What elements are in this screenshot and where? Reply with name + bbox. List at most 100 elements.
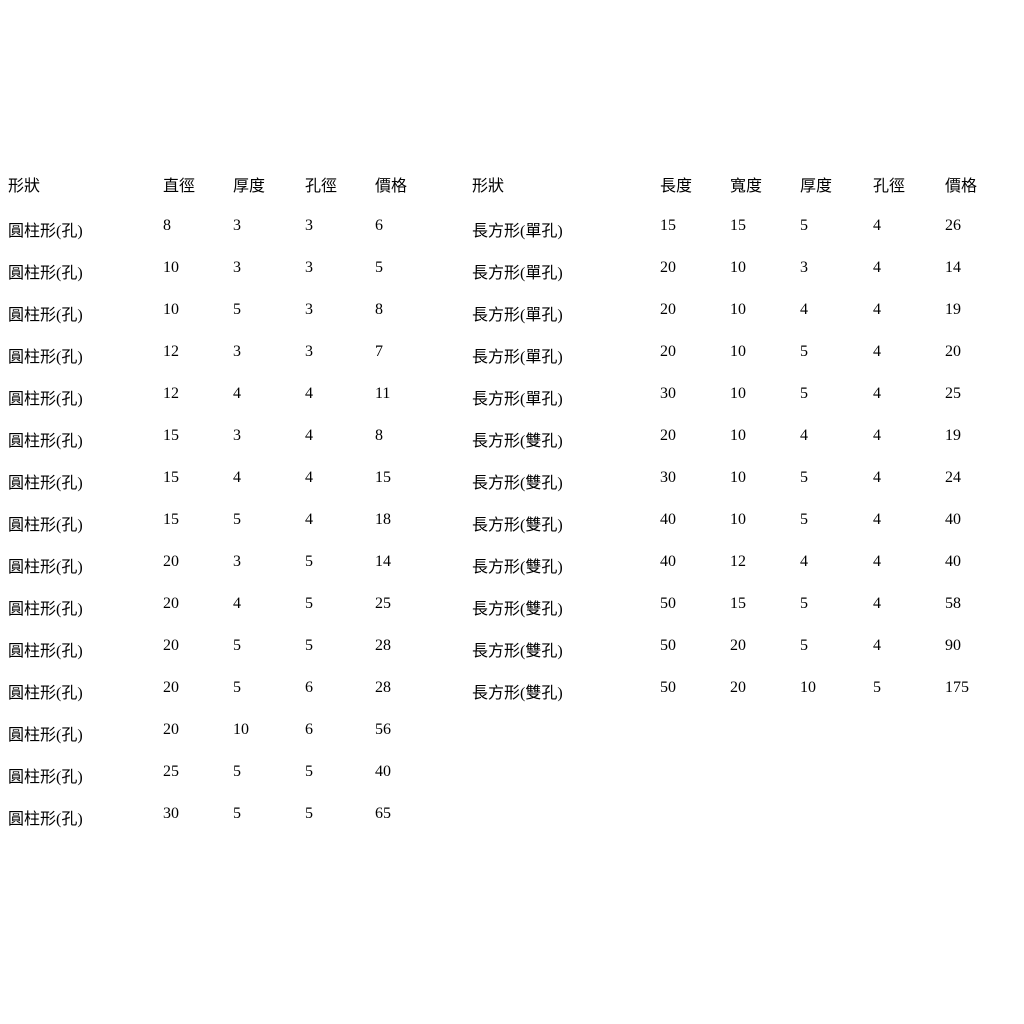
empty-cell[interactable] (730, 763, 800, 805)
data-cell[interactable]: 長方形(單孔) (472, 307, 563, 324)
header-cell[interactable]: 寬度 (730, 178, 763, 195)
data-cell[interactable]: 10 (730, 385, 746, 402)
data-cell[interactable]: 4 (873, 343, 881, 360)
data-cell[interactable]: 3 (233, 259, 241, 276)
data-cell[interactable]: 長方形(雙孔) (472, 601, 563, 618)
data-cell[interactable]: 4 (873, 553, 881, 570)
data-cell[interactable]: 長方形(單孔) (472, 391, 563, 408)
data-cell[interactable]: 30 (660, 469, 676, 486)
data-cell[interactable]: 12 (730, 553, 746, 570)
data-cell[interactable]: 長方形(雙孔) (472, 559, 563, 576)
header-cell[interactable]: 厚度 (233, 178, 266, 195)
data-cell[interactable]: 5 (800, 469, 808, 486)
data-cell[interactable]: 圓柱形(孔) (8, 349, 83, 366)
data-cell[interactable]: 5 (873, 679, 881, 696)
data-cell[interactable]: 15 (730, 595, 746, 612)
data-cell[interactable]: 長方形(單孔) (472, 265, 563, 282)
data-cell[interactable]: 5 (305, 637, 313, 654)
data-cell[interactable]: 圓柱形(孔) (8, 769, 83, 786)
data-cell[interactable]: 15 (375, 469, 391, 486)
data-cell[interactable]: 圓柱形(孔) (8, 475, 83, 492)
data-cell[interactable]: 65 (375, 805, 391, 822)
data-cell[interactable]: 20 (730, 637, 746, 654)
empty-cell[interactable] (452, 385, 472, 427)
empty-cell[interactable] (452, 511, 472, 553)
data-cell[interactable]: 4 (800, 427, 808, 444)
data-cell[interactable]: 4 (873, 217, 881, 234)
data-cell[interactable]: 28 (375, 637, 391, 654)
data-cell[interactable]: 4 (873, 385, 881, 402)
data-cell[interactable]: 10 (730, 469, 746, 486)
data-cell[interactable]: 圓柱形(孔) (8, 643, 83, 660)
data-cell[interactable]: 3 (305, 217, 313, 234)
data-cell[interactable]: 5 (800, 595, 808, 612)
empty-cell[interactable] (873, 721, 945, 763)
data-cell[interactable]: 圓柱形(孔) (8, 223, 83, 240)
header-cell[interactable]: 價格 (945, 178, 978, 195)
data-cell[interactable]: 5 (233, 805, 241, 822)
data-cell[interactable]: 3 (305, 343, 313, 360)
header-cell[interactable]: 形狀 (8, 178, 41, 195)
data-cell[interactable]: 40 (945, 553, 961, 570)
empty-cell[interactable] (660, 763, 730, 805)
data-cell[interactable]: 40 (375, 763, 391, 780)
data-cell[interactable]: 5 (233, 301, 241, 318)
data-cell[interactable]: 5 (800, 385, 808, 402)
data-cell[interactable]: 15 (660, 217, 676, 234)
data-cell[interactable]: 12 (163, 343, 179, 360)
data-cell[interactable]: 4 (873, 301, 881, 318)
empty-cell[interactable] (873, 763, 945, 805)
data-cell[interactable]: 5 (233, 679, 241, 696)
data-cell[interactable]: 15 (163, 469, 179, 486)
data-cell[interactable]: 4 (233, 385, 241, 402)
empty-cell[interactable] (800, 805, 873, 847)
data-cell[interactable]: 4 (873, 511, 881, 528)
data-cell[interactable]: 40 (660, 553, 676, 570)
data-cell[interactable]: 40 (660, 511, 676, 528)
data-cell[interactable]: 圓柱形(孔) (8, 811, 83, 828)
data-cell[interactable]: 4 (233, 595, 241, 612)
empty-cell[interactable] (452, 595, 472, 637)
data-cell[interactable]: 圓柱形(孔) (8, 559, 83, 576)
data-cell[interactable]: 5 (233, 637, 241, 654)
data-cell[interactable]: 15 (163, 427, 179, 444)
data-cell[interactable]: 4 (305, 511, 313, 528)
data-cell[interactable]: 56 (375, 721, 391, 738)
data-cell[interactable]: 圓柱形(孔) (8, 265, 83, 282)
data-cell[interactable]: 3 (233, 553, 241, 570)
data-cell[interactable]: 4 (873, 469, 881, 486)
data-cell[interactable]: 4 (800, 553, 808, 570)
data-cell[interactable]: 7 (375, 343, 383, 360)
data-cell[interactable]: 20 (660, 427, 676, 444)
data-cell[interactable]: 25 (375, 595, 391, 612)
data-cell[interactable]: 20 (163, 721, 179, 738)
data-cell[interactable]: 15 (163, 511, 179, 528)
empty-cell[interactable] (452, 172, 472, 217)
data-cell[interactable]: 25 (945, 385, 961, 402)
empty-cell[interactable] (730, 721, 800, 763)
data-cell[interactable]: 長方形(雙孔) (472, 433, 563, 450)
data-cell[interactable]: 50 (660, 637, 676, 654)
data-cell[interactable]: 5 (800, 511, 808, 528)
data-cell[interactable]: 4 (305, 427, 313, 444)
data-cell[interactable]: 圓柱形(孔) (8, 517, 83, 534)
empty-cell[interactable] (452, 553, 472, 595)
data-cell[interactable]: 20 (945, 343, 961, 360)
data-cell[interactable]: 圓柱形(孔) (8, 727, 83, 744)
empty-cell[interactable] (472, 763, 660, 805)
data-cell[interactable]: 15 (730, 217, 746, 234)
data-cell[interactable]: 3 (233, 427, 241, 444)
data-cell[interactable]: 圓柱形(孔) (8, 433, 83, 450)
data-cell[interactable]: 20 (730, 679, 746, 696)
empty-cell[interactable] (800, 763, 873, 805)
empty-cell[interactable] (452, 679, 472, 721)
empty-cell[interactable] (945, 763, 1020, 805)
data-cell[interactable]: 長方形(雙孔) (472, 475, 563, 492)
empty-cell[interactable] (452, 217, 472, 259)
data-cell[interactable]: 10 (163, 259, 179, 276)
data-cell[interactable]: 10 (233, 721, 249, 738)
data-cell[interactable]: 3 (305, 301, 313, 318)
data-cell[interactable]: 3 (800, 259, 808, 276)
data-cell[interactable]: 10 (730, 511, 746, 528)
empty-cell[interactable] (945, 805, 1020, 847)
